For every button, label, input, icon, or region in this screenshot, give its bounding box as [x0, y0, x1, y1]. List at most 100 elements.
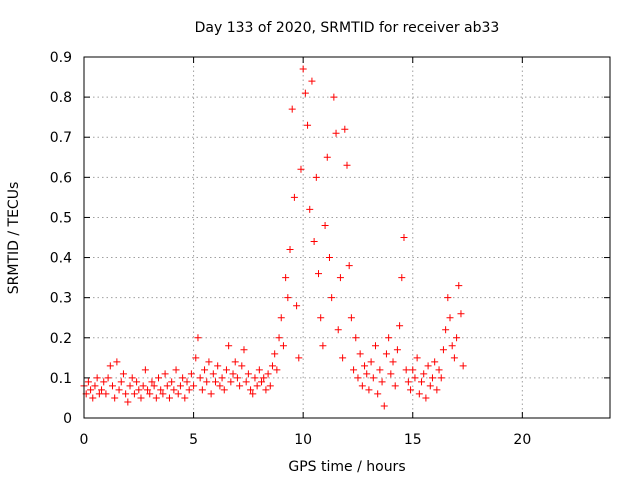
data-point: [325, 254, 333, 262]
data-point: [268, 362, 276, 370]
data-point: [297, 165, 305, 173]
data-point: [165, 394, 173, 402]
data-point: [84, 378, 92, 386]
data-point: [220, 386, 228, 394]
data-point: [216, 382, 224, 390]
data-point: [260, 374, 268, 382]
y-tick-label: 0.4: [50, 251, 72, 267]
data-point: [89, 394, 97, 402]
data-point: [282, 274, 290, 282]
data-point: [157, 386, 165, 394]
data-point: [273, 366, 281, 374]
data-point: [374, 390, 382, 398]
chart-title: Day 133 of 2020, SRMTID for receiver ab3…: [195, 20, 500, 36]
data-point: [312, 173, 320, 181]
data-point: [398, 274, 406, 282]
data-point: [365, 386, 373, 394]
data-point: [113, 358, 121, 366]
x-tick-label: 5: [189, 432, 198, 448]
data-point: [457, 310, 465, 318]
data-point: [288, 105, 296, 113]
data-point: [168, 378, 176, 386]
data-point: [115, 386, 123, 394]
data-point: [345, 262, 353, 270]
data-point: [190, 382, 198, 390]
data-point: [240, 346, 248, 354]
data-point: [371, 342, 379, 350]
data-point: [404, 378, 412, 386]
data-point: [212, 378, 219, 386]
data-point: [253, 382, 261, 390]
data-points: [80, 65, 467, 410]
data-point: [389, 358, 397, 366]
y-axis-label: SRMTID / TECUs: [6, 182, 22, 295]
data-point: [187, 370, 195, 378]
data-point: [133, 378, 141, 386]
data-point: [361, 362, 369, 370]
data-point: [356, 350, 364, 358]
data-point: [378, 378, 386, 386]
data-point: [295, 354, 303, 362]
data-point: [409, 366, 417, 374]
data-point: [126, 382, 134, 390]
y-tick-label: 0.6: [50, 170, 72, 186]
data-point: [402, 366, 410, 374]
data-point: [148, 378, 156, 386]
data-point: [111, 394, 119, 402]
data-point: [150, 382, 158, 390]
data-point: [236, 382, 244, 390]
data-point: [227, 378, 235, 386]
data-point: [119, 370, 127, 378]
y-tick-label: 0.7: [50, 130, 72, 146]
data-point: [93, 374, 101, 382]
data-point: [415, 390, 423, 398]
data-point: [330, 93, 338, 101]
data-point: [306, 205, 314, 213]
data-point: [144, 386, 152, 394]
data-point: [315, 270, 323, 278]
data-point: [225, 342, 233, 350]
data-point: [209, 370, 217, 378]
data-point: [367, 358, 375, 366]
data-point: [214, 362, 222, 370]
axis-ticks: 0 5 10 15 20 0 0.1 0.2 0.3 0.4 0.5 0.6 0.7 0.8 0.9: [50, 50, 610, 448]
data-point: [117, 378, 125, 386]
data-point: [159, 390, 167, 398]
data-point: [205, 358, 213, 366]
data-point: [393, 346, 401, 354]
data-point: [128, 374, 136, 382]
data-point: [459, 362, 467, 370]
data-point: [130, 390, 138, 398]
x-tick-label: 10: [294, 432, 312, 448]
data-point: [275, 334, 283, 342]
data-point: [301, 89, 309, 97]
data-point: [196, 374, 204, 382]
data-point: [422, 394, 430, 402]
data-point: [244, 370, 252, 378]
data-point: [194, 334, 202, 342]
data-point: [310, 238, 318, 246]
data-point: [450, 354, 458, 362]
data-point: [352, 334, 360, 342]
data-point: [249, 390, 257, 398]
data-point: [426, 382, 434, 390]
data-point: [152, 394, 160, 402]
data-point: [170, 386, 178, 394]
data-point: [255, 366, 263, 374]
data-point: [319, 342, 327, 350]
data-point: [396, 322, 404, 330]
data-point: [266, 382, 274, 390]
data-point: [328, 294, 336, 302]
data-point: [407, 386, 415, 394]
data-point: [400, 234, 408, 241]
data-point: [229, 370, 237, 378]
data-point: [155, 374, 163, 382]
data-point: [455, 282, 463, 290]
data-point: [424, 362, 432, 370]
x-tick-label: 0: [80, 432, 89, 448]
data-point: [334, 326, 342, 334]
data-point: [358, 382, 366, 390]
data-point: [363, 370, 371, 378]
data-point: [382, 350, 390, 358]
data-point: [286, 246, 294, 254]
